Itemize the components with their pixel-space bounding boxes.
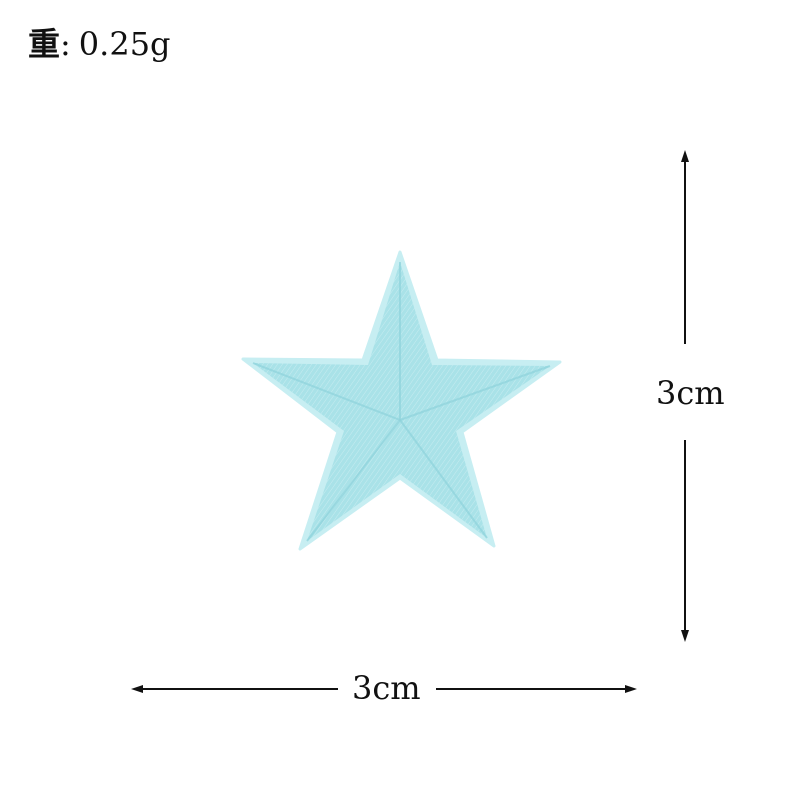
star-patch-icon bbox=[241, 250, 562, 551]
height-dimension-arrow bbox=[681, 150, 689, 642]
weight-label: 重 bbox=[28, 25, 61, 63]
star-seams bbox=[252, 262, 551, 542]
width-label: 3cm bbox=[352, 669, 421, 707]
weight-value: 0.25g bbox=[78, 25, 171, 63]
height-label: 3cm bbox=[656, 374, 725, 412]
weight-separator: : bbox=[60, 25, 71, 63]
star-texture bbox=[253, 262, 550, 541]
weight-text: 重: 0.25g bbox=[28, 22, 171, 66]
width-dimension-arrow bbox=[131, 685, 637, 693]
